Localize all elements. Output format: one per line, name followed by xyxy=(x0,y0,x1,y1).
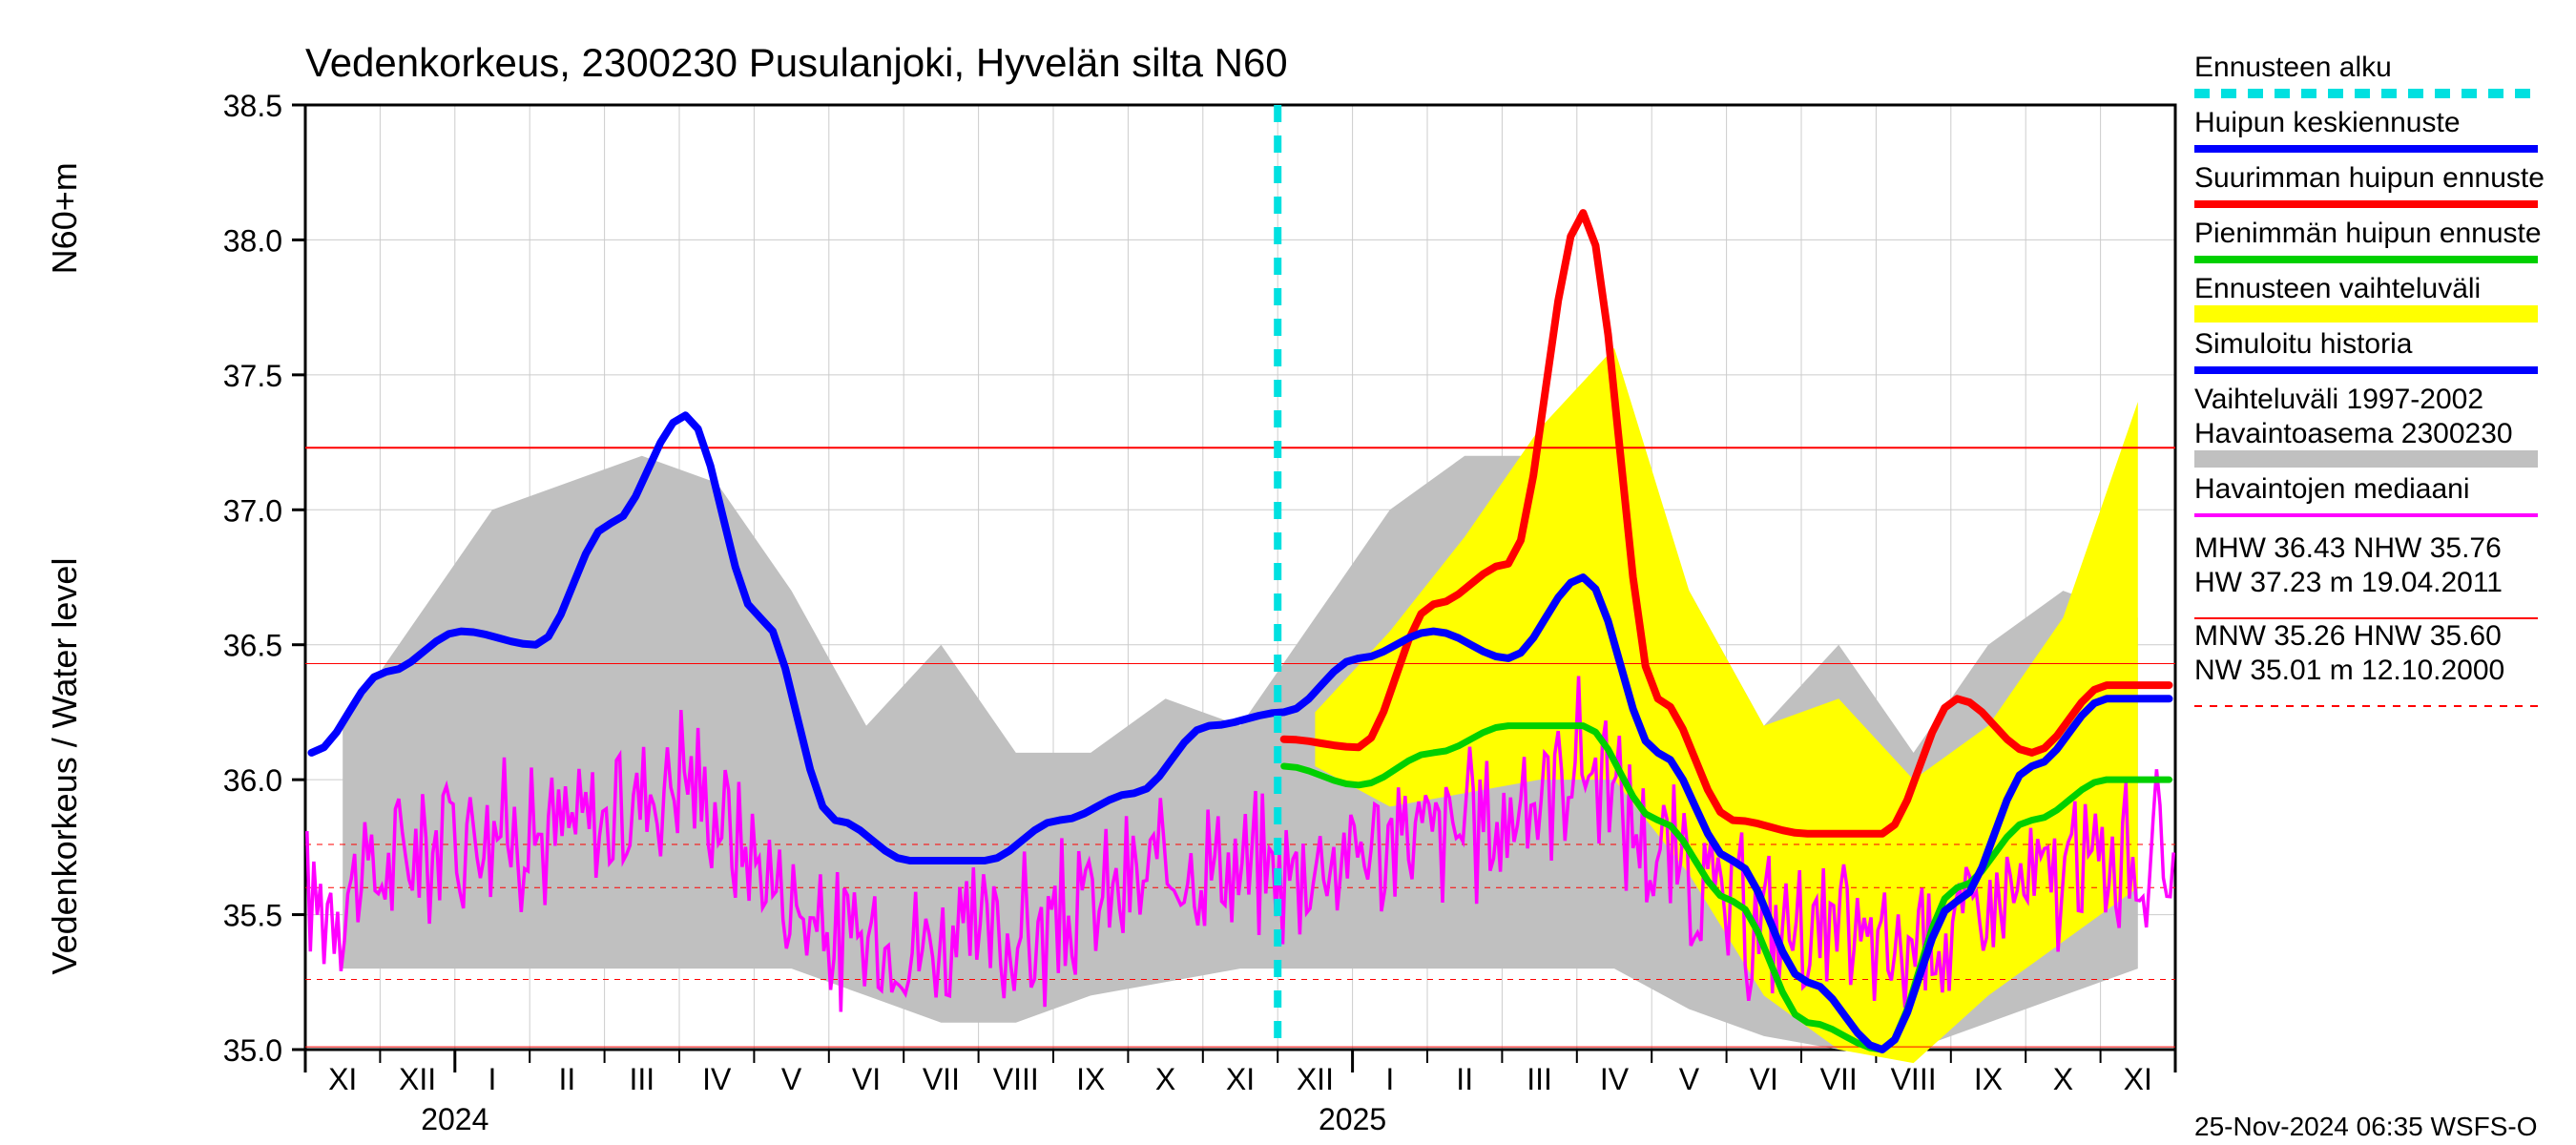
x-month-label: I xyxy=(488,1062,497,1096)
legend-label: Ennusteen alku xyxy=(2194,52,2392,83)
x-month-label: V xyxy=(1679,1062,1700,1096)
x-month-label: IX xyxy=(1974,1062,2003,1096)
y-tick-label: 36.5 xyxy=(223,629,282,663)
x-month-label: VIII xyxy=(993,1062,1039,1096)
legend-swatch xyxy=(2194,305,2538,323)
x-month-label: V xyxy=(781,1062,802,1096)
legend-swatch xyxy=(2194,450,2538,468)
x-month-label: IV xyxy=(702,1062,732,1096)
x-month-label: II xyxy=(1456,1062,1473,1096)
legend-label: Ennusteen vaihteluväli xyxy=(2194,273,2481,304)
x-month-label: XI xyxy=(1226,1062,1255,1096)
legend-stat: HW 37.23 m 19.04.2011 xyxy=(2194,567,2503,598)
chart-title: Vedenkorkeus, 2300230 Pusulanjoki, Hyvel… xyxy=(305,40,1288,85)
y-axis-label-right: N60+m xyxy=(45,162,84,274)
legend-label: Suurimman huipun ennuste xyxy=(2194,162,2545,194)
legend-label: Havaintojen mediaani xyxy=(2194,473,2470,505)
x-month-label: VIII xyxy=(1891,1062,1937,1096)
legend-label: Huipun keskiennuste xyxy=(2194,107,2461,138)
y-tick-label: 37.5 xyxy=(223,359,282,393)
x-month-label: II xyxy=(559,1062,576,1096)
footer-timestamp: 25-Nov-2024 06:35 WSFS-O xyxy=(2194,1112,2538,1141)
x-month-label: VI xyxy=(852,1062,881,1096)
legend-label: Havaintoasema 2300230 xyxy=(2194,418,2513,449)
legend-label: Simuloitu historia xyxy=(2194,328,2413,360)
legend-label: Pienimmän huipun ennuste xyxy=(2194,218,2542,249)
y-tick-label: 36.0 xyxy=(223,763,282,798)
x-month-label: X xyxy=(1155,1062,1175,1096)
y-tick-label: 35.5 xyxy=(223,899,282,933)
water-level-chart: Vedenkorkeus, 2300230 Pusulanjoki, Hyvel… xyxy=(0,0,2576,1145)
chart-background xyxy=(0,0,2576,1145)
x-month-label: IV xyxy=(1600,1062,1630,1096)
y-tick-label: 38.0 xyxy=(223,223,282,258)
y-tick-label: 37.0 xyxy=(223,493,282,528)
x-month-label: XII xyxy=(1297,1062,1334,1096)
legend-label: Vaihteluväli 1997-2002 xyxy=(2194,384,2483,415)
x-month-label: VII xyxy=(1820,1062,1858,1096)
legend-stat: NW 35.01 m 12.10.2000 xyxy=(2194,655,2504,686)
y-tick-label: 35.0 xyxy=(223,1033,282,1068)
x-month-label: I xyxy=(1385,1062,1394,1096)
x-month-label: VI xyxy=(1750,1062,1778,1096)
x-month-label: XII xyxy=(399,1062,436,1096)
y-axis-label-left: Vedenkorkeus / Water level xyxy=(45,558,84,975)
legend-stat: MNW 35.26 HNW 35.60 xyxy=(2194,620,2502,652)
x-month-label: VII xyxy=(923,1062,960,1096)
x-year-label: 2024 xyxy=(421,1102,488,1136)
legend-stat: MHW 36.43 NHW 35.76 xyxy=(2194,532,2502,564)
x-month-label: III xyxy=(1527,1062,1552,1096)
x-year-label: 2025 xyxy=(1319,1102,1386,1136)
x-month-label: XI xyxy=(2124,1062,2152,1096)
x-month-label: III xyxy=(629,1062,654,1096)
y-tick-label: 38.5 xyxy=(223,89,282,123)
x-month-label: IX xyxy=(1076,1062,1105,1096)
x-month-label: X xyxy=(2053,1062,2073,1096)
x-month-label: XI xyxy=(328,1062,357,1096)
